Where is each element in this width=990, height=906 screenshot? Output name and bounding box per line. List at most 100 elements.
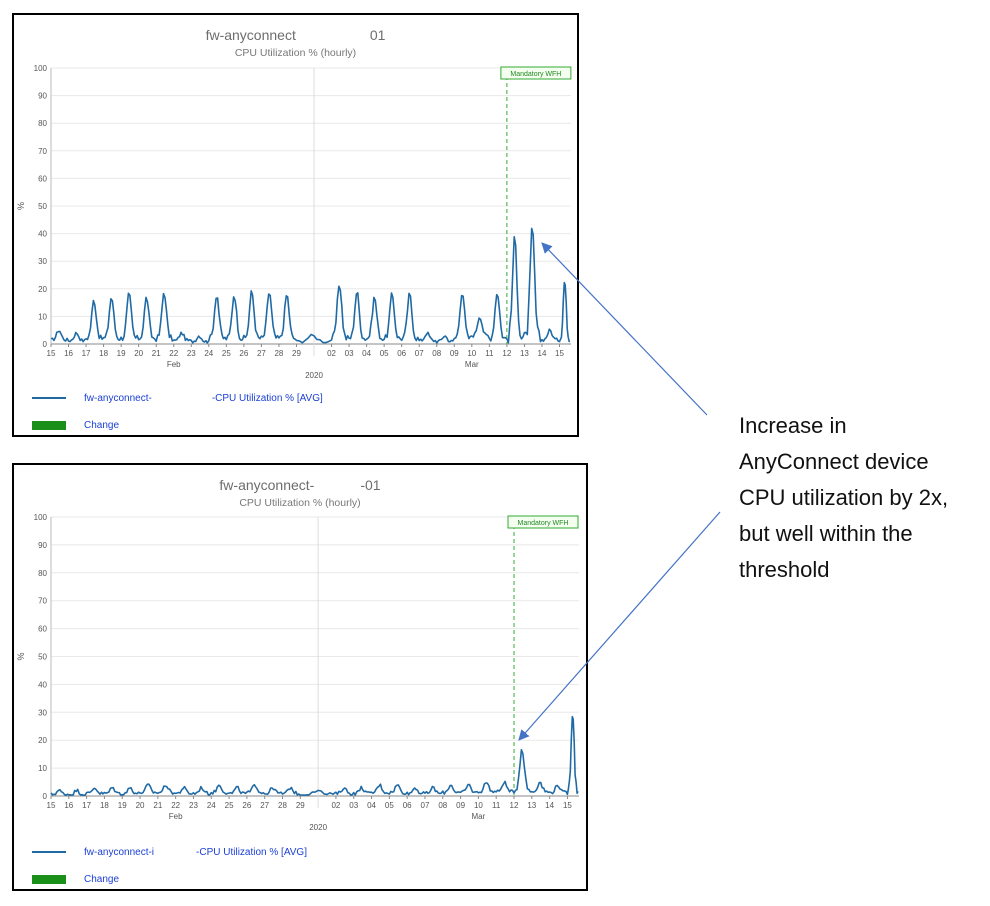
line-chart-bottom: 0 10 20 30 40 50 60 70 80 90 100% 15 16 17 18 19 20 21 22 2… [16, 513, 579, 832]
chart-title: fw-anyconnect- -01 [14, 477, 586, 493]
chart-title-left: fw-anyconnect- [219, 477, 315, 493]
series-line [50, 227, 571, 344]
legend-line-swatch [32, 397, 66, 399]
legend-line-swatch [32, 851, 66, 853]
year-label: 2020 [305, 371, 323, 380]
x-tick-label: 20 [136, 801, 145, 810]
x-tick-label: 03 [345, 349, 354, 358]
y-tick-label: 70 [38, 147, 47, 156]
x-tick-label: 15 [563, 801, 572, 810]
x-tick-label: 29 [296, 801, 305, 810]
y-tick-label: 50 [38, 202, 47, 211]
x-tick-label: 15 [47, 801, 56, 810]
chart-title: fw-anyconnect 01 [14, 27, 577, 43]
x-tick-label: 12 [502, 349, 511, 358]
y-tick-label: 80 [38, 119, 47, 128]
chart-title-right: -01 [360, 477, 381, 493]
y-tick-label: 90 [38, 92, 47, 101]
y-tick-label: 70 [38, 597, 47, 606]
x-tick-label: 19 [118, 801, 127, 810]
month-label: Mar [472, 812, 486, 821]
chart-panel-top: fw-anyconnect 01 CPU Utilization % (hourl… [12, 13, 579, 437]
legend-item-series[interactable]: fw-anyconnect- -CPU Utilization % [AVG] [32, 391, 323, 405]
x-tick-label: 18 [100, 801, 109, 810]
month-label: Feb [167, 360, 181, 369]
line-chart-top: 0 10 20 30 40 50 60 70 80 90 100% 15 16 17 18 19 20 21 22 2… [16, 64, 572, 380]
year-label: 2020 [309, 823, 327, 832]
y-tick-label: 40 [38, 230, 47, 239]
x-tick-label: 22 [169, 349, 178, 358]
x-tick-label: 29 [292, 349, 301, 358]
x-tick-label: 21 [153, 801, 162, 810]
x-tick-label: 26 [242, 801, 251, 810]
legend-label-left: fw-anyconnect- [84, 392, 152, 404]
annotation-line: AnyConnect device [739, 449, 929, 474]
legend-item-series[interactable]: fw-anyconnect-i -CPU Utilization % [AVG] [32, 845, 307, 859]
y-tick-label: 60 [38, 625, 47, 634]
x-tick-label: 17 [82, 349, 91, 358]
x-tick-label: 11 [485, 349, 494, 358]
y-tick-label: 20 [38, 736, 47, 745]
y-tick-label: 30 [38, 708, 47, 717]
chart-subtitle: CPU Utilization % (hourly) [239, 497, 361, 509]
x-tick-label: 14 [545, 801, 554, 810]
y-tick-label: 90 [38, 541, 47, 550]
x-tick-label: 10 [467, 349, 476, 358]
x-tick-label: 04 [362, 349, 371, 358]
x-tick-label: 20 [134, 349, 143, 358]
y-tick-label: 20 [38, 285, 47, 294]
y-axis-label: % [16, 652, 26, 660]
legend-label-left: fw-anyconnect-i [84, 846, 155, 858]
y-tick-label: 100 [34, 64, 48, 73]
annotation-text: Increase in AnyConnect device CPU utilizat… [739, 408, 989, 588]
x-tick-label: 28 [274, 349, 283, 358]
chart-title-left: fw-anyconnect [205, 27, 296, 43]
y-tick-label: 60 [38, 174, 47, 183]
x-tick-label: 17 [82, 801, 91, 810]
y-tick-label: 40 [38, 680, 47, 689]
x-tick-label: 02 [327, 349, 336, 358]
x-tick-label: 24 [204, 349, 213, 358]
x-tick-label: 15 [47, 349, 56, 358]
x-tick-label: 21 [152, 349, 161, 358]
chart-subtitle: CPU Utilization % (hourly) [234, 47, 357, 59]
x-tick-label: 04 [367, 801, 376, 810]
x-tick-label: 13 [520, 349, 529, 358]
x-tick-label: 05 [385, 801, 394, 810]
chart-panel-bottom: fw-anyconnect- -01 CPU Utilization % (hou… [12, 463, 588, 891]
x-tick-label: 06 [397, 349, 406, 358]
annotation-line: CPU utilization by 2x, [739, 485, 949, 510]
wfh-marker-box [507, 515, 579, 529]
x-tick-label: 16 [64, 801, 73, 810]
x-tick-label: 25 [222, 349, 231, 358]
annotation-line: but well within the [739, 521, 913, 546]
legend-label-change: Change [84, 873, 120, 885]
wfh-marker-box [500, 66, 572, 80]
y-tick-label: 0 [43, 340, 48, 349]
x-tick-label: 24 [207, 801, 216, 810]
legend-bar-swatch [32, 874, 66, 884]
legend-label-right: -CPU Utilization % [AVG] [196, 846, 307, 858]
y-tick-label: 30 [38, 257, 47, 266]
legend-item-change[interactable]: Change [32, 418, 119, 432]
legend-item-change[interactable]: Change [32, 872, 119, 886]
annotation-line: threshold [739, 557, 830, 582]
x-tick-label: 23 [189, 801, 198, 810]
x-tick-label: 08 [432, 349, 441, 358]
y-tick-label: 0 [43, 792, 48, 801]
y-axis-label: % [16, 202, 26, 210]
x-tick-label: 14 [538, 349, 547, 358]
wfh-marker-label: Mandatory WFH [518, 520, 569, 527]
month-label: Feb [169, 812, 183, 821]
arrow-to-bottom-chart [518, 511, 721, 741]
x-tick-label: 11 [492, 801, 501, 810]
x-tick-label: 22 [171, 801, 180, 810]
x-tick-label: 19 [117, 349, 126, 358]
y-tick-label: 80 [38, 569, 47, 578]
x-tick-label: 15 [555, 349, 564, 358]
x-tick-label: 25 [225, 801, 234, 810]
x-tick-label: 18 [99, 349, 108, 358]
x-tick-label: 02 [331, 801, 340, 810]
legend-label-right: -CPU Utilization % [AVG] [211, 392, 323, 404]
